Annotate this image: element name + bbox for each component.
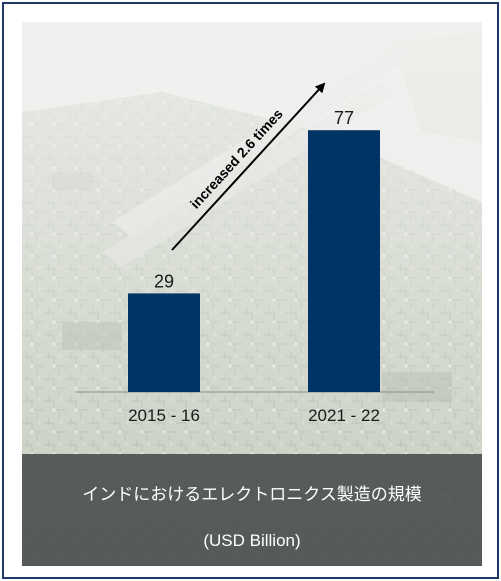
caption-band [22, 454, 482, 566]
bar-1 [128, 293, 200, 392]
category-label-2: 2021 - 22 [308, 406, 380, 425]
growth-annotation: increased 2.6 times [187, 105, 286, 211]
growth-arrow [171, 82, 326, 251]
chart-unit-label: (USD Billion) [203, 531, 301, 550]
category-label-1: 2015 - 16 [128, 406, 200, 425]
bar-2 [308, 130, 380, 392]
bar-chart: 29 77 2015 - 16 2021 - 22 increased 2.6 ti… [76, 82, 434, 425]
chart-panel: 29 77 2015 - 16 2021 - 22 increased 2.6 ti… [22, 22, 482, 566]
chart-title: インドにおけるエレクトロニクス製造の規模 [82, 485, 422, 505]
bar-value-label-2: 77 [334, 108, 354, 128]
bar-value-label-1: 29 [154, 271, 174, 291]
